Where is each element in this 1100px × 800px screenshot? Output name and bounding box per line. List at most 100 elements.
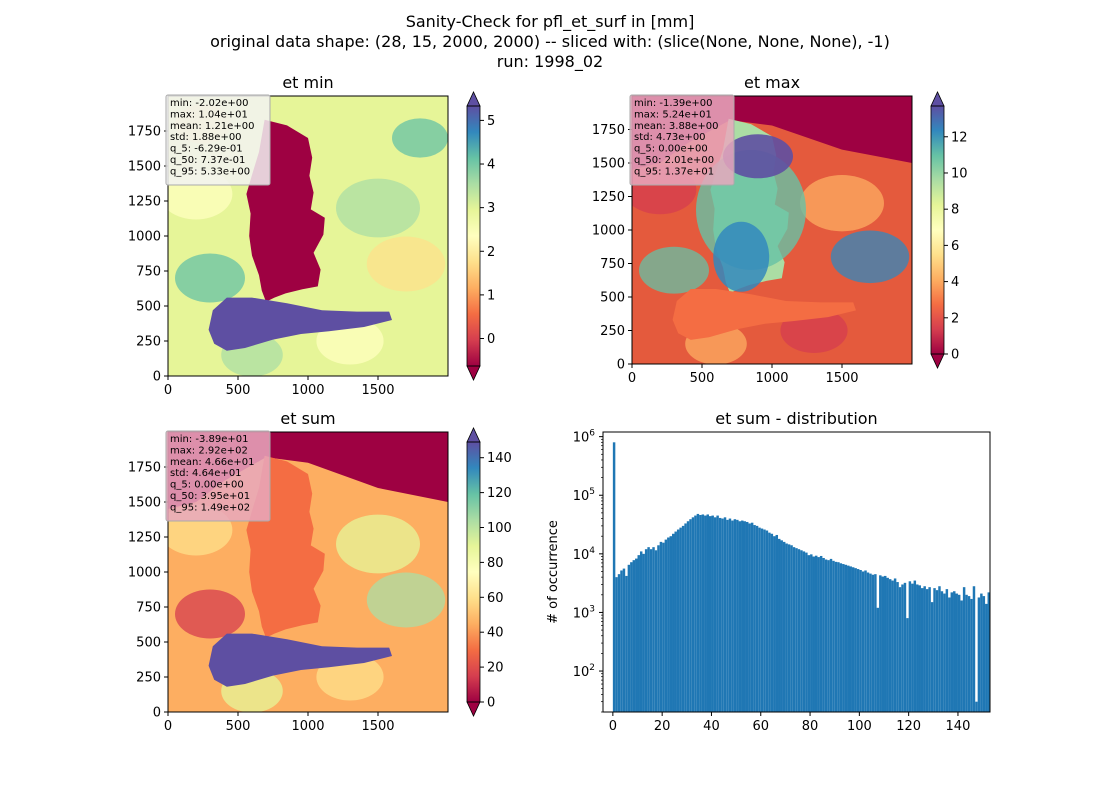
histogram-bar: [713, 517, 717, 712]
stats-line: max: 2.92e+02: [170, 445, 248, 456]
y-tick-label: 103: [573, 604, 595, 621]
histogram-bar: [686, 521, 690, 712]
y-tick-label: 0: [153, 370, 161, 385]
histogram-bar: [802, 551, 806, 712]
histogram-bar: [718, 517, 722, 712]
histogram-bar: [797, 549, 801, 712]
colorbar-gradient: [467, 106, 480, 366]
histogram-bar: [918, 585, 921, 712]
histogram-bar: [736, 519, 739, 712]
panel-title: et max: [744, 73, 800, 92]
y-tick-label: 1000: [592, 224, 625, 239]
histogram-bar: [639, 551, 643, 712]
colorbar-frame: [466, 105, 481, 367]
histogram-bar: [943, 593, 946, 712]
x-tick-label: 20: [654, 719, 671, 734]
histogram-bar: [945, 589, 949, 712]
heatmap-texture-patch: [639, 246, 709, 294]
colorbar: 0 1 2 3 4 5: [466, 91, 495, 381]
histogram-bar: [985, 603, 988, 712]
x-tick-label: 120: [896, 719, 921, 734]
histogram-bar: [906, 618, 909, 712]
stats-line: std: 4.64e+01: [170, 468, 242, 479]
histogram-bar: [940, 591, 944, 712]
stats-line: q_50: 7.37e-01: [170, 155, 245, 166]
histogram-bar: [933, 588, 936, 712]
heatmap-texture-patch: [336, 178, 420, 238]
x-tick-label: 0: [164, 719, 172, 734]
histogram-bar: [903, 582, 907, 712]
x-tick-label: 80: [802, 719, 819, 734]
histogram-bar: [755, 525, 759, 712]
colorbar-tick-label: 3: [487, 201, 495, 216]
histogram-bar: [866, 572, 870, 712]
colorbar-tick-label: 60: [487, 591, 504, 606]
histogram-bar: [669, 536, 673, 712]
colorbar-tick-label: 8: [951, 203, 959, 218]
y-tick-label: 1750: [592, 123, 625, 138]
histogram-bar: [775, 534, 779, 712]
histogram-bar: [970, 598, 973, 712]
stats-line: q_95: 5.33e+00: [170, 166, 250, 177]
x-tick-label: 500: [690, 371, 715, 386]
y-tick-label: 1250: [128, 531, 161, 546]
histogram-bar: [748, 523, 751, 712]
histogram-bar: [760, 528, 764, 712]
histogram-bar: [792, 547, 796, 712]
histogram-bar: [962, 587, 966, 712]
colorbar-extend-min: [466, 701, 481, 717]
x-tick-label: 1000: [291, 719, 324, 734]
histogram-bar: [615, 577, 618, 712]
y-tick-label: 106: [573, 429, 596, 446]
colorbar-tick-label: 4: [487, 158, 495, 173]
histogram-bar: [733, 519, 737, 712]
stats-line: q_95: 1.49e+02: [170, 502, 250, 513]
colorbar-gradient: [931, 106, 944, 354]
histogram-bar: [891, 580, 894, 712]
histogram-bar: [849, 566, 852, 712]
histogram-bar: [659, 541, 663, 712]
histogram-bar: [674, 531, 677, 712]
histogram-bar: [965, 594, 968, 712]
histogram-bar: [667, 537, 670, 712]
y-tick-label: 102: [573, 663, 595, 680]
histogram-bar: [637, 555, 640, 712]
stats-line: q_5: 0.00e+00: [170, 480, 244, 491]
histogram-bar: [745, 521, 749, 712]
stats-box: [165, 430, 271, 522]
heatmap-alps-region: [208, 633, 392, 687]
colorbar-tick-label: 4: [951, 275, 959, 290]
colorbar-tick-label: 0: [951, 348, 959, 363]
histogram-bar: [644, 549, 648, 712]
histogram-bar: [617, 574, 621, 712]
histogram-bar: [689, 519, 692, 712]
stats-line: q_5: -6.29e-01: [170, 144, 243, 155]
histogram-bar: [622, 568, 626, 712]
histogram-bar: [960, 600, 963, 712]
histogram-bar: [810, 554, 813, 712]
colorbar: 0 20 40 60 80 100 120 140: [466, 427, 512, 717]
x-tick-label: 1500: [825, 371, 858, 386]
y-tick-label: 1500: [128, 160, 161, 175]
y-tick-label: 1000: [128, 230, 161, 245]
histogram-bar: [859, 569, 862, 712]
panel-et-sum-distribution: et sum - distribution 0 20 40 60 80 100 120 140 1…: [546, 409, 991, 734]
histogram-bar: [676, 529, 680, 712]
histogram-bar: [975, 701, 978, 712]
histogram-bar: [652, 547, 655, 712]
histogram-bar: [750, 522, 754, 712]
stats-line: min: -2.02e+00: [170, 98, 249, 109]
histogram-bar: [728, 518, 732, 712]
x-tick-label: 1000: [755, 371, 788, 386]
histogram-bar: [782, 541, 786, 712]
stats-line: q_50: 2.01e+00: [634, 155, 714, 166]
histogram-bar: [982, 596, 986, 712]
histogram-bar: [635, 558, 638, 712]
colorbar-tick-label: 10: [951, 166, 968, 181]
histogram-bar: [920, 588, 924, 712]
histogram-bar: [711, 515, 714, 712]
histogram-bar: [699, 515, 702, 712]
histogram-bar: [662, 542, 665, 712]
